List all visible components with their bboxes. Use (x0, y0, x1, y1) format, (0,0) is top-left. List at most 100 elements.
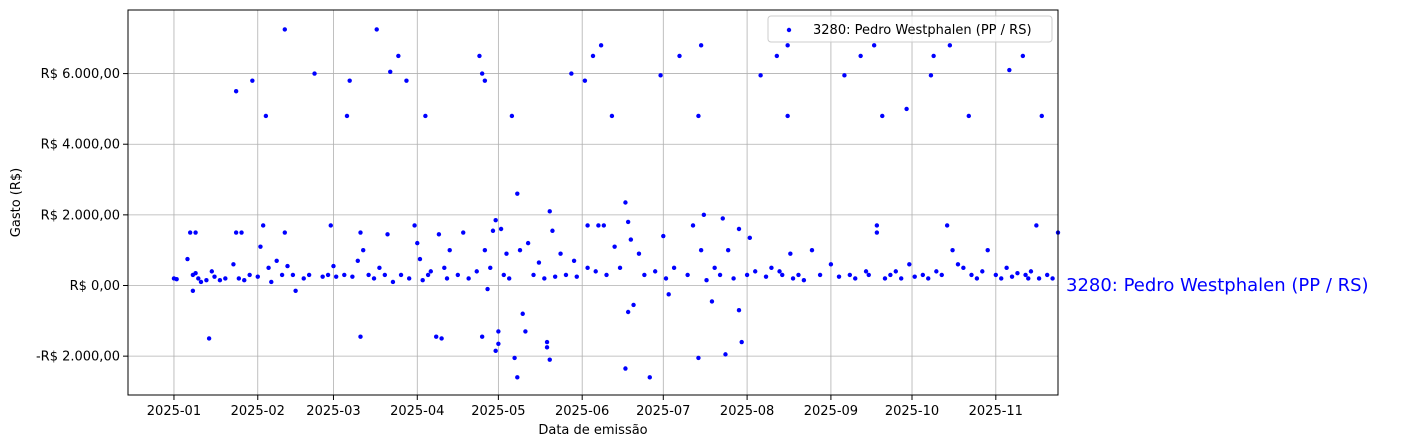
scatter-point (642, 272, 647, 278)
scatter-point (944, 223, 950, 228)
scatter-point (185, 256, 190, 262)
scatter-point (485, 286, 490, 292)
scatter-point (374, 27, 379, 32)
scatter-point (912, 274, 917, 279)
scatter-point (504, 251, 509, 256)
scatter-point (223, 276, 228, 281)
scatter-point (198, 279, 204, 285)
scatter-point (690, 223, 696, 228)
scatter-point (250, 78, 255, 83)
scatter-point (698, 43, 704, 48)
scatter-point (652, 269, 658, 274)
scatter-point (466, 276, 471, 281)
scatter-point (536, 260, 542, 265)
y-tick-label: -R$ 2.000,00 (36, 350, 120, 365)
x-tick-label: 2025-03 (306, 404, 360, 419)
scatter-point (366, 272, 371, 278)
scatter-point (623, 366, 628, 371)
legend-box (767, 15, 1053, 43)
scatter-point (547, 357, 552, 362)
scatter-point (999, 276, 1004, 281)
scatter-point (777, 269, 782, 274)
scatter-point (552, 274, 558, 279)
scatter-point (1039, 113, 1044, 119)
scatter-point (828, 262, 834, 267)
scatter-point (701, 212, 707, 218)
scatter-point (388, 69, 393, 75)
scatter-point (928, 73, 934, 78)
scatter-point (1034, 223, 1039, 228)
scatter-point (596, 223, 601, 228)
scatter-point (517, 247, 523, 253)
scatter-point (193, 270, 198, 276)
scatter-point (685, 272, 690, 278)
y-tick-label: R$ 6.000,00 (41, 67, 120, 82)
scatter-point (212, 274, 217, 279)
scatter-point (496, 341, 501, 346)
scatter-point (880, 113, 885, 119)
scatter-point (788, 251, 793, 256)
scatter-point (331, 263, 336, 269)
scatter-point (306, 272, 312, 278)
scatter-point (747, 235, 753, 241)
scatter-point (420, 278, 425, 283)
scatter-point (1015, 270, 1020, 276)
scatter-point (763, 274, 769, 279)
scatter-point (604, 272, 609, 278)
x-tick-label: 2025-04 (390, 404, 444, 419)
scatter-point (269, 279, 274, 285)
scatter-point (509, 113, 515, 119)
scatter-point (1007, 67, 1012, 73)
x-axis-ticks: 2025-01 2025-02 2025-03 2025-04 2025-05 2025-… (147, 395, 1023, 419)
scatter-point (593, 269, 598, 274)
scatter-point (455, 272, 461, 278)
scatter-point (731, 276, 736, 281)
scatter-point (563, 272, 569, 278)
scatter-point (931, 53, 936, 59)
x-tick-label: 2025-02 (231, 404, 285, 419)
scatter-point (236, 276, 242, 281)
scatter-point (187, 230, 193, 235)
scatter-point (1009, 274, 1015, 279)
scatter-point (415, 240, 420, 246)
scatter-point (817, 272, 823, 278)
scatter-point (260, 223, 266, 228)
scatter-point (258, 244, 263, 249)
scatter-point (1044, 272, 1050, 278)
scatter-point (293, 288, 298, 294)
scatter-point (358, 334, 363, 339)
scatter-point (531, 272, 536, 278)
scatter-point (758, 73, 763, 78)
scatter-point (285, 263, 290, 269)
scatter-point (736, 308, 742, 313)
scatter-point (490, 228, 496, 233)
scatter-point (255, 274, 260, 279)
scatter-point (974, 276, 980, 281)
scatter-point (893, 269, 898, 274)
plot-frame (127, 9, 1059, 396)
scatter-point (661, 233, 666, 239)
scatter-point (428, 269, 433, 274)
scatter-point (320, 274, 325, 279)
scatter-point (696, 355, 701, 361)
legend: 3280: Pedro Westphalen (PP / RS) (767, 15, 1053, 43)
scatter-point (842, 73, 847, 78)
scatter-point (333, 274, 339, 279)
x-tick-label: 2025-05 (471, 404, 525, 419)
scatter-point (961, 265, 966, 271)
scatter-point (515, 375, 520, 380)
scatter-point (926, 276, 931, 281)
scatter-point (482, 78, 488, 83)
legend-entry: 3280: Pedro Westphalen (PP / RS) (813, 23, 1032, 38)
scatter-point (558, 251, 563, 256)
scatter-point (412, 223, 417, 228)
scatter-point (809, 247, 815, 253)
scatter-point (753, 269, 758, 274)
scatter-point (479, 334, 485, 339)
scatter-point (801, 278, 807, 283)
scatter-point (417, 256, 423, 262)
scatter-point (725, 247, 731, 253)
scatter-point (520, 311, 525, 316)
scatter-point (785, 113, 790, 119)
scatter-point (871, 43, 877, 48)
